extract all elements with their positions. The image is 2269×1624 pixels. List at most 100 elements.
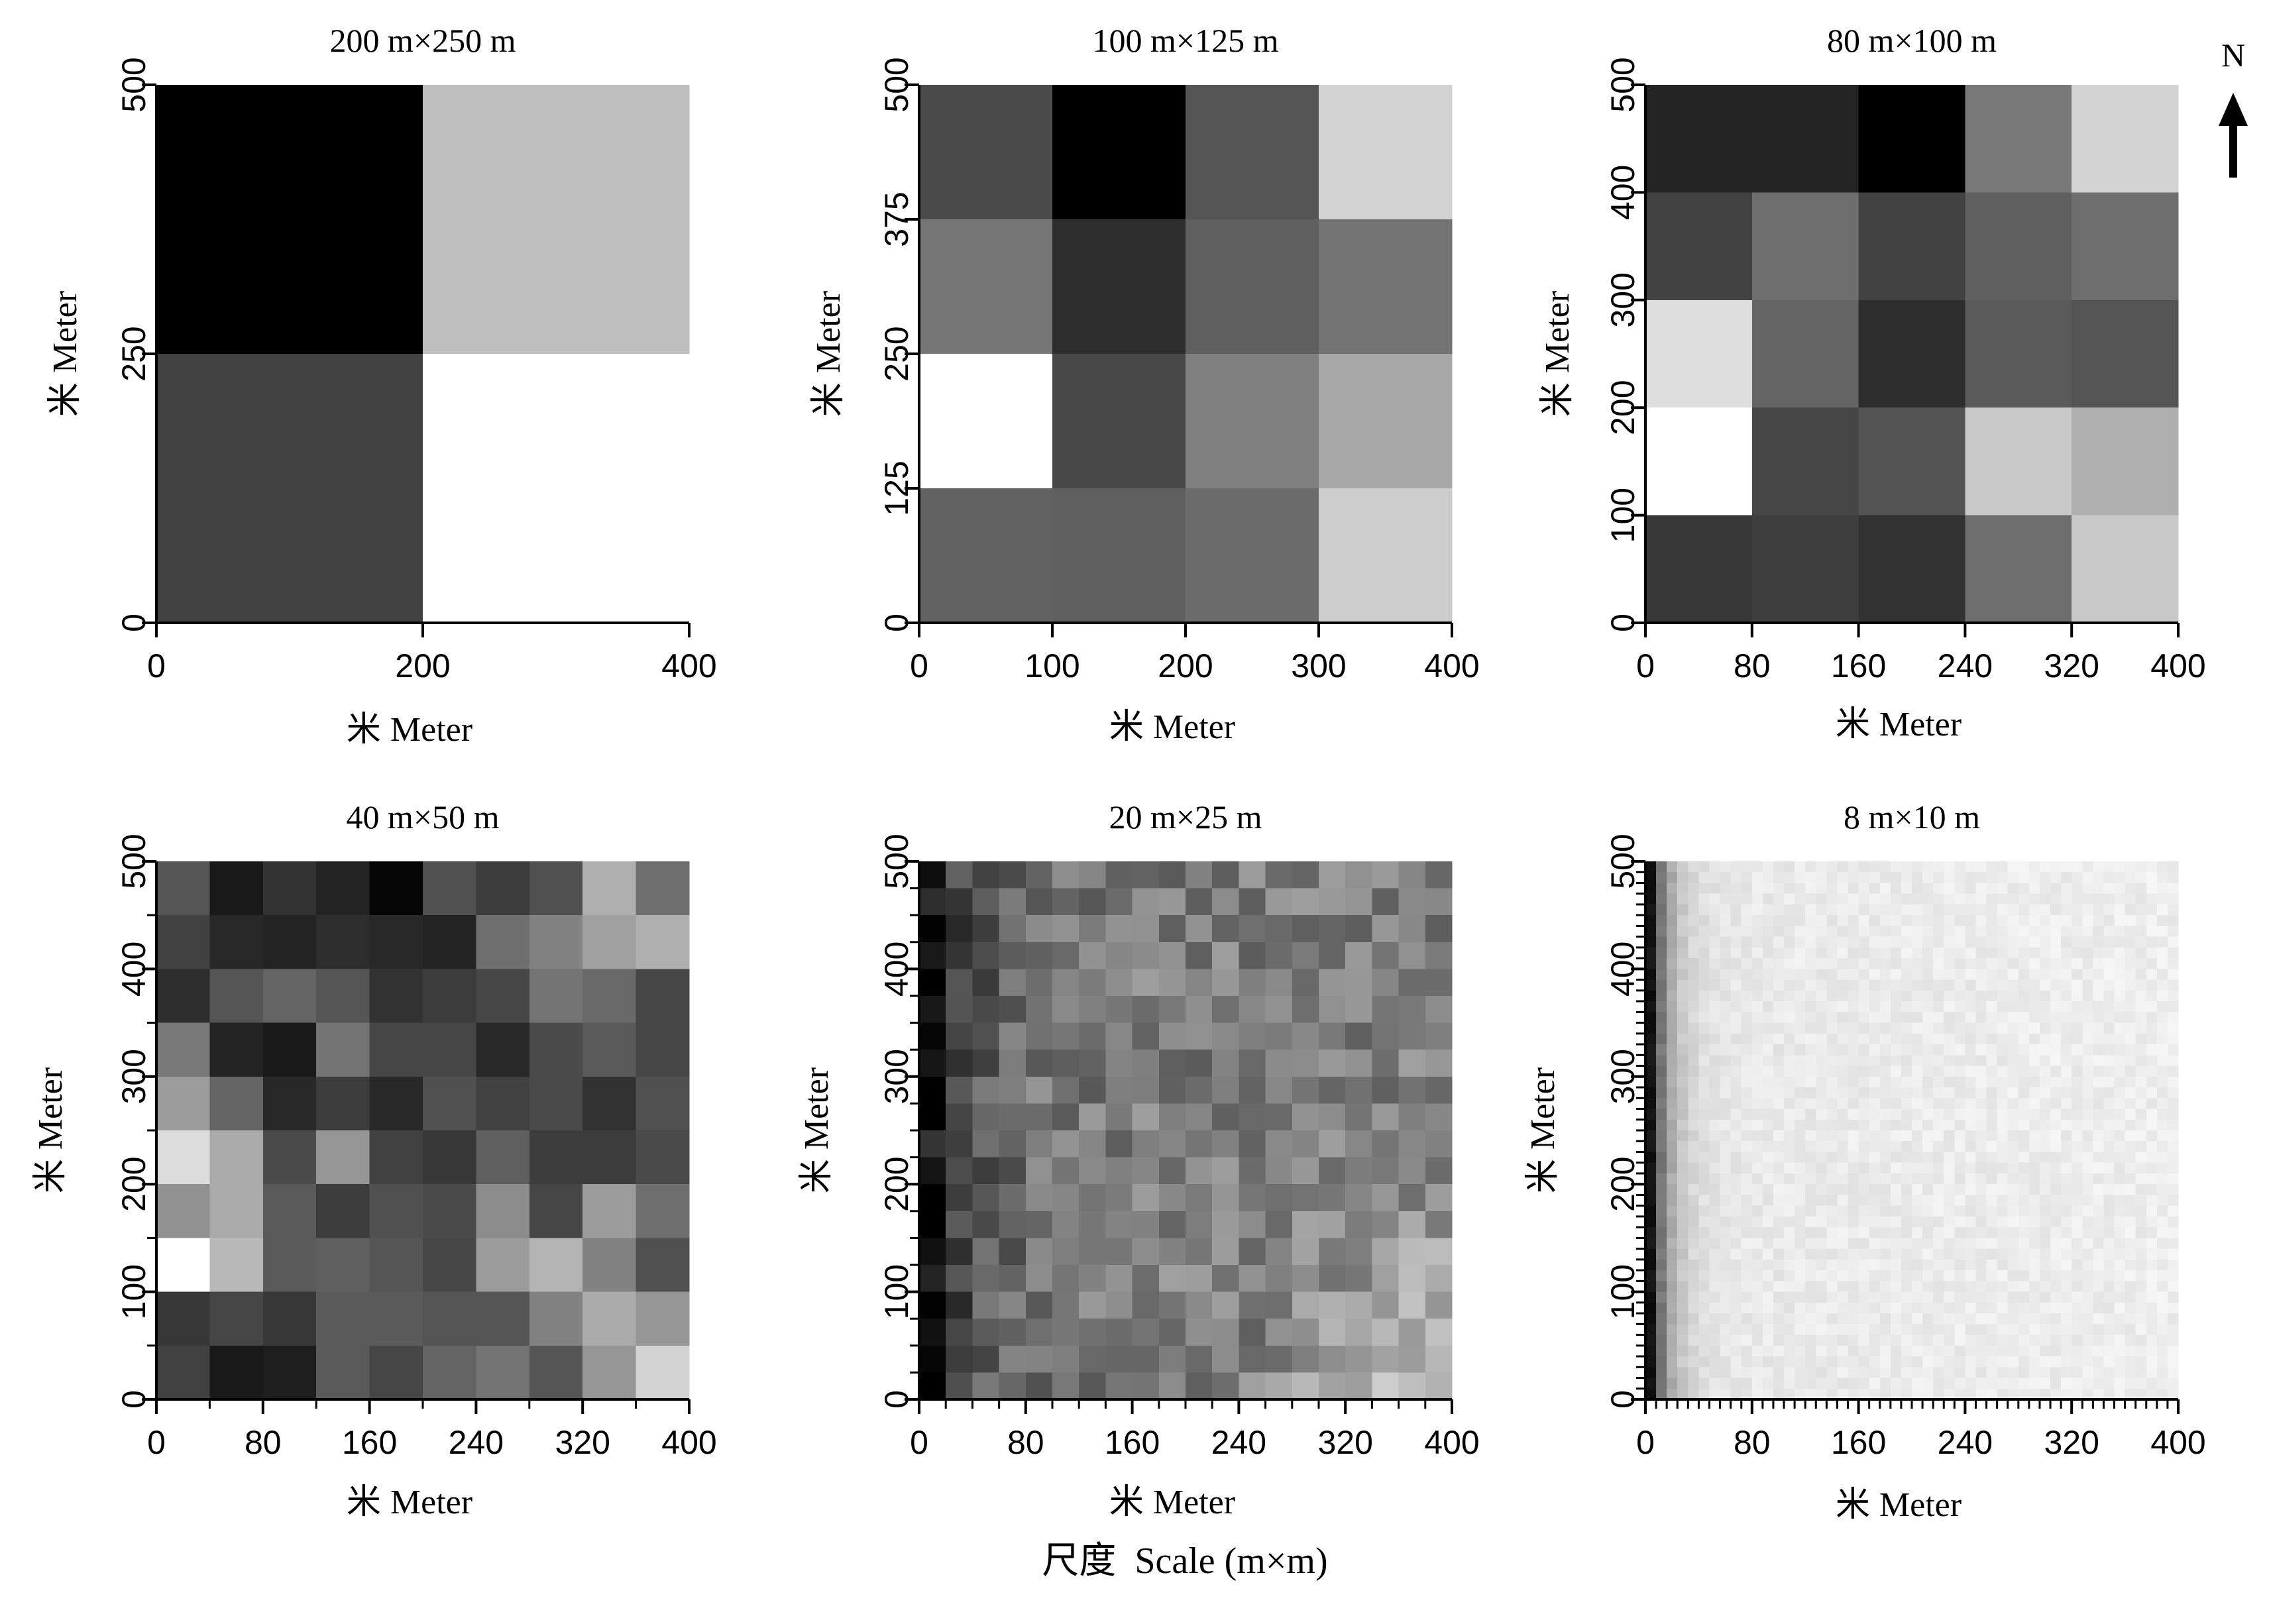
heatmap-cell: [2135, 936, 2147, 948]
heatmap-cell: [2125, 1324, 2136, 1336]
heatmap-cell: [2146, 1195, 2158, 1207]
heatmap-cell: [1858, 1162, 1870, 1174]
heatmap-cell: [2167, 1248, 2179, 1260]
heatmap-cell: [156, 1184, 210, 1238]
heatmap-cell: [1954, 1012, 1965, 1024]
heatmap-cell: [2072, 515, 2179, 623]
heatmap-cell: [2125, 1216, 2136, 1228]
heatmap-cell: [1730, 1378, 1742, 1389]
heatmap-cell: [2061, 1033, 2072, 1045]
heatmap-cell: [2146, 1367, 2158, 1379]
heatmap-cell: [1265, 1238, 1293, 1266]
heatmap-cell: [1709, 1378, 1721, 1389]
heatmap-cell: [1912, 979, 1923, 991]
heatmap-cell: [1869, 1259, 1881, 1271]
heatmap-cell: [2050, 1001, 2062, 1012]
heatmap-cell: [1986, 1281, 1998, 1293]
heatmap-cell: [2167, 1001, 2179, 1012]
heatmap-cell: [1826, 1216, 1838, 1228]
heatmap-cell: [1879, 1195, 1891, 1207]
heatmap-cell: [1975, 1324, 1987, 1336]
heatmap-cell: [1730, 1087, 1742, 1099]
heatmap-cell: [1730, 1065, 1742, 1077]
heatmap-cell: [1762, 1302, 1774, 1314]
heatmap-cell: [1965, 1216, 1977, 1228]
heatmap-cell: [1805, 872, 1816, 884]
heatmap-cell: [1698, 947, 1710, 959]
heatmap-cell: [2135, 1388, 2147, 1400]
heatmap-cell: [1773, 1055, 1785, 1067]
heatmap-cell: [2028, 915, 2040, 927]
heatmap-cell: [2146, 1270, 2158, 1281]
x-tick-label: 240: [1938, 1424, 1993, 1461]
heatmap-cell: [2039, 1302, 2051, 1314]
heatmap-cell: [423, 1022, 476, 1077]
heatmap-cell: [1826, 1130, 1838, 1142]
heatmap-cell: [2156, 1345, 2168, 1357]
heatmap-cell: [1954, 1001, 1965, 1012]
heatmap-cell: [1901, 936, 1912, 948]
heatmap-cell: [1826, 979, 1838, 991]
heatmap-cell: [1425, 1372, 1453, 1400]
heatmap-cell: [2072, 872, 2083, 884]
heatmap-cell: [1879, 1324, 1891, 1336]
heatmap-cell: [1965, 1055, 1977, 1067]
heatmap-cell: [1741, 1270, 1753, 1281]
heatmap-cell: [1698, 904, 1710, 916]
heatmap-cell: [2061, 893, 2072, 905]
heatmap-cell: [529, 1291, 583, 1346]
heatmap-cell: [1869, 1109, 1881, 1120]
heatmap-cell: [1319, 1345, 1346, 1373]
heatmap-cell: [1239, 1050, 1266, 1077]
heatmap-cell: [1730, 872, 1742, 884]
heatmap-cell: [2050, 1302, 2062, 1314]
heatmap-cell: [1667, 1291, 1678, 1303]
heatmap-cell: [1688, 1367, 1699, 1379]
heatmap-cell: [1741, 990, 1753, 1002]
heatmap-cell: [2156, 1001, 2168, 1012]
heatmap-cell: [2156, 1367, 2168, 1379]
heatmap-cell: [1720, 926, 1732, 938]
heatmap-cell: [2039, 1119, 2051, 1131]
heatmap-cell: [2135, 1022, 2147, 1034]
heatmap-cell: [2093, 1109, 2105, 1120]
heatmap-cell: [369, 1184, 423, 1238]
heatmap-cell: [1858, 1173, 1870, 1185]
heatmap-cell: [209, 861, 264, 916]
heatmap-cell: [1688, 1238, 1699, 1250]
heatmap-cell: [2039, 979, 2051, 991]
heatmap-cell: [2082, 893, 2093, 905]
heatmap-cell: [1751, 904, 1763, 916]
heatmap-cell: [1795, 915, 1806, 927]
heatmap-cell: [1826, 1388, 1838, 1400]
heatmap-cell: [1730, 1248, 1742, 1260]
heatmap-cell: [1730, 1388, 1742, 1400]
heatmap-cell: [1816, 958, 1827, 969]
panel-title: 100 m×125 m: [1093, 22, 1279, 59]
heatmap-cell: [1997, 1076, 2009, 1088]
heatmap-cell: [1372, 1345, 1400, 1373]
heatmap-cell: [919, 1372, 946, 1400]
heatmap-cell: [2125, 926, 2136, 938]
heatmap-cell: [2007, 990, 2019, 1002]
heatmap-cell: [1805, 958, 1816, 969]
heatmap-cell: [529, 1022, 583, 1077]
heatmap-cell: [946, 1238, 973, 1266]
heatmap-cell: [1837, 1109, 1849, 1120]
heatmap-cell: [2114, 1259, 2126, 1271]
heatmap-cell: [2007, 1345, 2019, 1357]
heatmap-cell: [2082, 979, 2093, 991]
heatmap-cell: [919, 219, 1053, 354]
heatmap-cell: [1879, 1388, 1891, 1400]
heatmap-cell: [1741, 1076, 1753, 1088]
heatmap-cell: [2028, 1141, 2040, 1153]
heatmap-cell: [1965, 1087, 1977, 1099]
heatmap-cell: [1795, 1087, 1806, 1099]
heatmap-cell: [2072, 904, 2083, 916]
heatmap-cell: [1933, 1033, 1944, 1045]
heatmap-cell: [1997, 936, 2009, 948]
heatmap-cell: [1997, 1055, 2009, 1067]
heatmap-cell: [2167, 1012, 2179, 1024]
heatmap-cell: [1826, 1098, 1838, 1110]
